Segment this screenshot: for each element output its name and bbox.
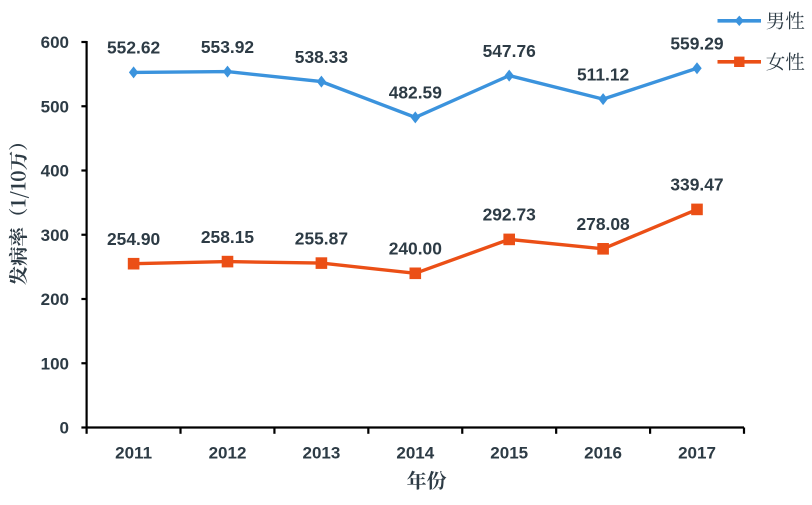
svg-text:553.92: 553.92 <box>201 37 254 57</box>
svg-text:559.29: 559.29 <box>670 33 724 53</box>
svg-text:2016: 2016 <box>584 443 622 462</box>
svg-text:511.12: 511.12 <box>577 64 629 84</box>
svg-text:254.90: 254.90 <box>107 229 160 249</box>
svg-text:400: 400 <box>41 162 69 181</box>
svg-text:240.00: 240.00 <box>389 239 442 259</box>
svg-text:255.87: 255.87 <box>295 228 348 248</box>
svg-text:547.76: 547.76 <box>483 41 537 61</box>
svg-text:300: 300 <box>41 226 69 245</box>
svg-text:538.33: 538.33 <box>295 47 349 67</box>
svg-text:339.47: 339.47 <box>670 175 723 195</box>
svg-text:2015: 2015 <box>490 443 528 462</box>
svg-text:2014: 2014 <box>396 443 434 462</box>
svg-text:100: 100 <box>41 354 69 373</box>
svg-text:2012: 2012 <box>209 443 247 462</box>
svg-text:600: 600 <box>41 33 69 52</box>
svg-text:0: 0 <box>60 419 69 438</box>
svg-text:500: 500 <box>41 98 69 117</box>
svg-text:258.15: 258.15 <box>201 227 255 247</box>
svg-text:200: 200 <box>41 290 69 309</box>
svg-text:278.08: 278.08 <box>576 214 630 234</box>
svg-text:292.73: 292.73 <box>483 205 537 225</box>
svg-text:482.59: 482.59 <box>389 83 443 103</box>
svg-text:552.62: 552.62 <box>107 38 160 58</box>
svg-text:2011: 2011 <box>115 443 152 462</box>
svg-text:2017: 2017 <box>678 443 716 462</box>
svg-text:2013: 2013 <box>302 443 340 462</box>
